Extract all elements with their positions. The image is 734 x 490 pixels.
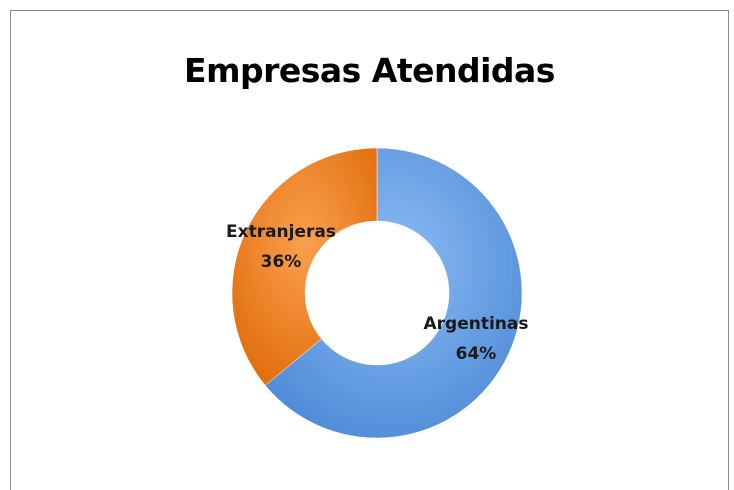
data-label-extranjeras-name: Extranjeras (226, 222, 336, 242)
slice-extranjeras (231, 147, 378, 386)
data-label-argentinas-name: Argentinas (424, 314, 529, 334)
slices-group (231, 147, 523, 439)
data-label-extranjeras-value: 36% (261, 252, 302, 272)
chart-title: Empresas Atendidas (184, 51, 555, 90)
data-labels-group: Argentinas 64% Extranjeras 36% (226, 222, 529, 364)
slice-argentinas (264, 147, 523, 439)
data-label-argentinas-value: 64% (456, 344, 497, 364)
